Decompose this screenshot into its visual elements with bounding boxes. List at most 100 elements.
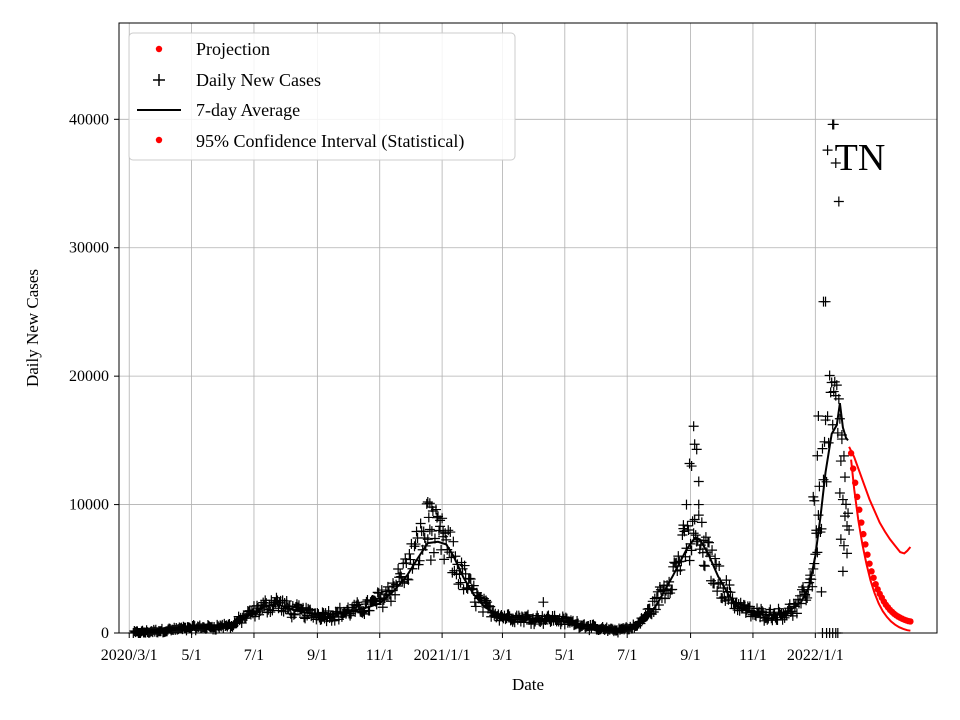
y-tick-label: 30000	[69, 240, 109, 257]
daily-case-point	[673, 551, 684, 562]
daily-case-point	[693, 499, 704, 510]
daily-new-cases-series	[128, 119, 855, 638]
projection-point	[868, 568, 875, 575]
daily-case-point	[288, 609, 299, 620]
7-day-average-line	[136, 402, 849, 634]
daily-case-point	[816, 586, 827, 597]
legend-average-label: 7-day Average	[196, 100, 300, 120]
daily-case-point	[809, 495, 820, 506]
daily-case-point	[481, 595, 492, 606]
daily-case-point	[842, 521, 853, 532]
daily-case-point	[724, 580, 735, 591]
y-tick-label: 20000	[69, 368, 109, 385]
daily-case-point	[693, 510, 704, 521]
daily-case-point	[707, 545, 718, 556]
daily-case-point	[839, 511, 850, 522]
projection-point	[907, 618, 914, 625]
daily-case-point	[445, 527, 456, 538]
daily-case-point	[396, 571, 407, 582]
state-annotation: TN	[835, 137, 886, 179]
daily-case-point	[428, 547, 439, 558]
daily-case-point	[410, 539, 421, 550]
daily-case-point	[693, 476, 704, 487]
daily-case-point	[455, 577, 466, 588]
y-tick-label: 40000	[69, 111, 109, 128]
daily-case-point	[404, 548, 415, 559]
daily-case-point	[439, 554, 450, 565]
daily-case-point	[468, 580, 479, 591]
x-tick-label: 3/1	[492, 647, 512, 664]
daily-case-point	[814, 481, 825, 492]
daily-case-point	[529, 619, 540, 630]
daily-case-point	[426, 502, 437, 513]
daily-case-point	[277, 595, 288, 606]
95-ci-upper-line	[848, 446, 912, 555]
daily-case-point	[699, 561, 710, 572]
daily-case-point	[443, 525, 454, 536]
daily-case-point	[687, 516, 698, 527]
projection-point	[870, 574, 877, 581]
daily-case-point	[820, 296, 831, 307]
daily-case-point	[710, 553, 721, 564]
daily-case-point	[840, 499, 851, 510]
daily-case-point	[830, 157, 841, 168]
x-axis-label: Date	[512, 675, 544, 694]
y-axis-label: Daily New Cases	[23, 269, 42, 387]
daily-case-point	[447, 567, 458, 578]
daily-case-point	[352, 597, 363, 608]
daily-case-point	[403, 574, 414, 585]
daily-case-point	[684, 555, 695, 566]
legend: Projection Daily New Cases 7-day Average…	[128, 32, 516, 161]
plot-area	[128, 119, 914, 638]
daily-case-point	[437, 513, 448, 524]
legend-projection-label: Projection	[196, 39, 270, 59]
daily-case-point	[425, 555, 436, 566]
daily-case-point	[377, 602, 388, 613]
daily-case-point	[681, 499, 692, 510]
daily-case-point	[453, 579, 464, 590]
x-tick-label: 11/1	[366, 647, 394, 664]
daily-case-point	[276, 605, 287, 616]
daily-case-point	[678, 520, 689, 531]
daily-case-point	[787, 610, 798, 621]
daily-case-point	[683, 525, 694, 536]
daily-case-point	[686, 461, 697, 472]
x-tick-label: 7/1	[617, 647, 637, 664]
daily-case-point	[267, 605, 278, 616]
daily-case-point	[667, 584, 678, 595]
x-tick-label: 7/1	[244, 647, 264, 664]
y-tick-label: 0	[101, 625, 109, 642]
daily-case-point	[813, 510, 824, 521]
projection-point	[872, 581, 879, 588]
daily-case-point	[682, 520, 693, 531]
daily-case-point	[430, 504, 441, 515]
daily-case-point	[688, 528, 699, 539]
daily-case-point	[376, 585, 387, 596]
daily-case-point	[835, 456, 846, 467]
daily-case-point	[844, 524, 855, 535]
daily-case-point	[503, 609, 514, 620]
daily-case-point	[538, 597, 549, 608]
x-tick-label: 11/1	[739, 647, 767, 664]
daily-case-point	[459, 560, 470, 571]
daily-case-point	[765, 604, 776, 615]
daily-case-point	[714, 561, 725, 572]
daily-case-point	[478, 607, 489, 618]
x-tick-label: 5/1	[181, 647, 201, 664]
daily-case-point	[824, 370, 835, 381]
daily-case-point	[329, 615, 340, 626]
daily-case-point	[698, 560, 709, 571]
daily-case-point	[832, 427, 843, 438]
daily-case-point	[252, 600, 263, 611]
axis-ticks: 2020/3/1 5/1 7/1 9/1 11/1 2021/1/1 3/1 5/1 7/1 9/…	[69, 111, 844, 664]
daily-case-point	[744, 601, 755, 612]
y-tick-label: 10000	[69, 497, 109, 514]
daily-case-point	[838, 540, 849, 551]
daily-case-point	[823, 437, 834, 448]
projection-point	[866, 560, 873, 567]
daily-case-point	[835, 534, 846, 545]
daily-case-point	[448, 536, 459, 547]
daily-case-point	[385, 596, 396, 607]
daily-case-point	[470, 601, 481, 612]
